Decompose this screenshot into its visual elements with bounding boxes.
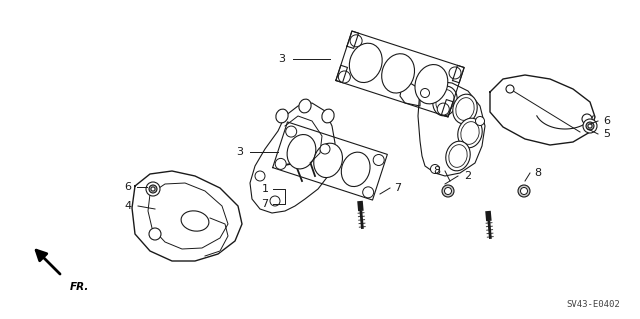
Ellipse shape (373, 154, 384, 166)
Text: 1: 1 (262, 184, 269, 194)
Ellipse shape (270, 196, 280, 206)
Text: 5: 5 (604, 129, 611, 139)
Ellipse shape (299, 99, 311, 113)
Text: 3: 3 (278, 54, 285, 64)
Polygon shape (148, 183, 228, 249)
Ellipse shape (341, 152, 370, 187)
Text: 4: 4 (124, 201, 132, 211)
Ellipse shape (437, 103, 449, 115)
Ellipse shape (431, 165, 440, 174)
Ellipse shape (452, 94, 477, 124)
Ellipse shape (363, 187, 374, 198)
Ellipse shape (582, 114, 592, 124)
Polygon shape (490, 75, 595, 145)
Ellipse shape (518, 185, 530, 197)
Ellipse shape (520, 188, 527, 195)
Polygon shape (400, 83, 420, 106)
Ellipse shape (276, 109, 288, 123)
Ellipse shape (586, 122, 594, 130)
Text: 7: 7 (261, 199, 269, 209)
Ellipse shape (314, 143, 342, 178)
Text: 8: 8 (433, 166, 440, 176)
Ellipse shape (146, 182, 160, 196)
Polygon shape (205, 224, 228, 256)
Ellipse shape (151, 187, 155, 191)
Ellipse shape (285, 126, 297, 137)
Ellipse shape (287, 135, 316, 169)
Ellipse shape (322, 109, 334, 123)
Ellipse shape (461, 122, 479, 145)
Ellipse shape (149, 185, 157, 193)
Ellipse shape (442, 185, 454, 197)
Polygon shape (285, 116, 322, 153)
Polygon shape (132, 171, 242, 261)
Text: FR.: FR. (70, 282, 90, 292)
Polygon shape (418, 81, 485, 176)
Text: 2: 2 (465, 171, 472, 181)
Ellipse shape (583, 119, 597, 133)
Ellipse shape (445, 188, 451, 195)
Ellipse shape (506, 85, 514, 93)
Ellipse shape (275, 159, 286, 169)
Text: 8: 8 (534, 168, 541, 178)
Ellipse shape (476, 116, 484, 125)
Ellipse shape (415, 64, 448, 104)
Ellipse shape (456, 98, 474, 120)
Ellipse shape (433, 86, 457, 116)
Polygon shape (442, 100, 453, 117)
Ellipse shape (320, 144, 330, 154)
Polygon shape (336, 31, 464, 117)
Ellipse shape (588, 124, 592, 128)
Ellipse shape (420, 88, 429, 98)
Ellipse shape (339, 71, 350, 83)
Ellipse shape (149, 228, 161, 240)
Polygon shape (273, 122, 387, 200)
Text: 7: 7 (394, 183, 401, 193)
Ellipse shape (181, 211, 209, 231)
Ellipse shape (381, 54, 415, 93)
Text: 6: 6 (604, 116, 611, 126)
Text: 6: 6 (125, 182, 131, 192)
Polygon shape (452, 65, 464, 83)
Text: SV43-E0402: SV43-E0402 (566, 300, 620, 309)
Polygon shape (347, 31, 358, 48)
Ellipse shape (349, 43, 382, 83)
Ellipse shape (255, 171, 265, 181)
Ellipse shape (436, 90, 454, 112)
Ellipse shape (449, 67, 461, 79)
Ellipse shape (350, 35, 362, 47)
Ellipse shape (458, 118, 482, 148)
Polygon shape (336, 65, 348, 83)
Ellipse shape (446, 141, 470, 171)
Text: 3: 3 (237, 147, 243, 157)
Polygon shape (250, 103, 335, 213)
Ellipse shape (449, 145, 467, 167)
